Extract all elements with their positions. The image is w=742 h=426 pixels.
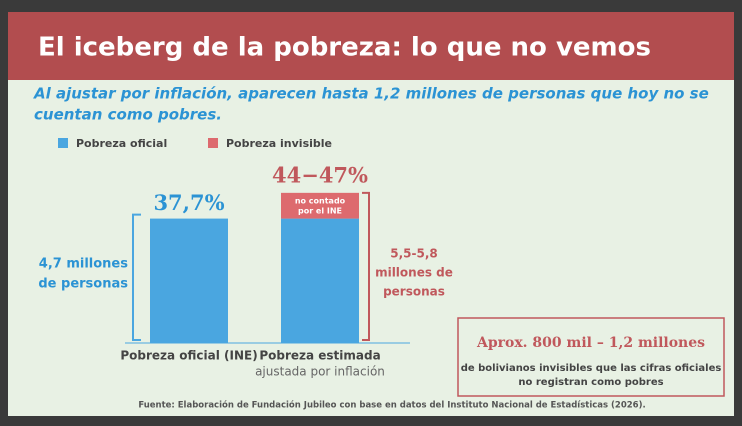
segment-note: por el INE [298,206,342,215]
page: El iceberg de la pobreza: lo que no vemo… [0,0,742,426]
source: Fuente: Elaboración de Fundación Jubileo… [138,400,645,411]
bar-segment [150,219,228,343]
bracket-label: 5,5-5,8 [390,247,438,261]
legend-label: Pobreza invisible [226,137,332,150]
slide: El iceberg de la pobreza: lo que no vemo… [0,0,742,426]
chart-title: El iceberg de la pobreza: lo que no vemo… [38,33,651,63]
value-label: 37,7% [153,190,224,215]
x-tick-label: Pobreza oficial (INE) [120,349,257,363]
legend-swatch [208,138,218,148]
box-text: no registran como pobres [518,377,663,388]
subtitle: Al ajustar por inflación, aparecen hasta… [33,85,709,103]
bracket-label: personas [383,285,445,299]
bracket-label: 4,7 millones [39,257,128,272]
bracket-label: de personas [38,277,128,292]
total-label: 44−47% [272,162,368,187]
box-text: de bolivianos invisibles que las cifras … [461,363,722,374]
segment-note: no contado [295,196,346,205]
box-title: Aprox. 800 mil – 1,2 millones [476,335,705,351]
subtitle: cuentan como pobres. [34,106,222,124]
legend-label: Pobreza oficial [76,137,167,150]
bracket-label: millones de [375,266,453,280]
x-tick-note: ajustada por inflación [255,365,385,379]
x-tick-label: Pobreza estimada [259,349,380,363]
bar-segment [281,219,359,343]
legend-swatch [58,138,68,148]
